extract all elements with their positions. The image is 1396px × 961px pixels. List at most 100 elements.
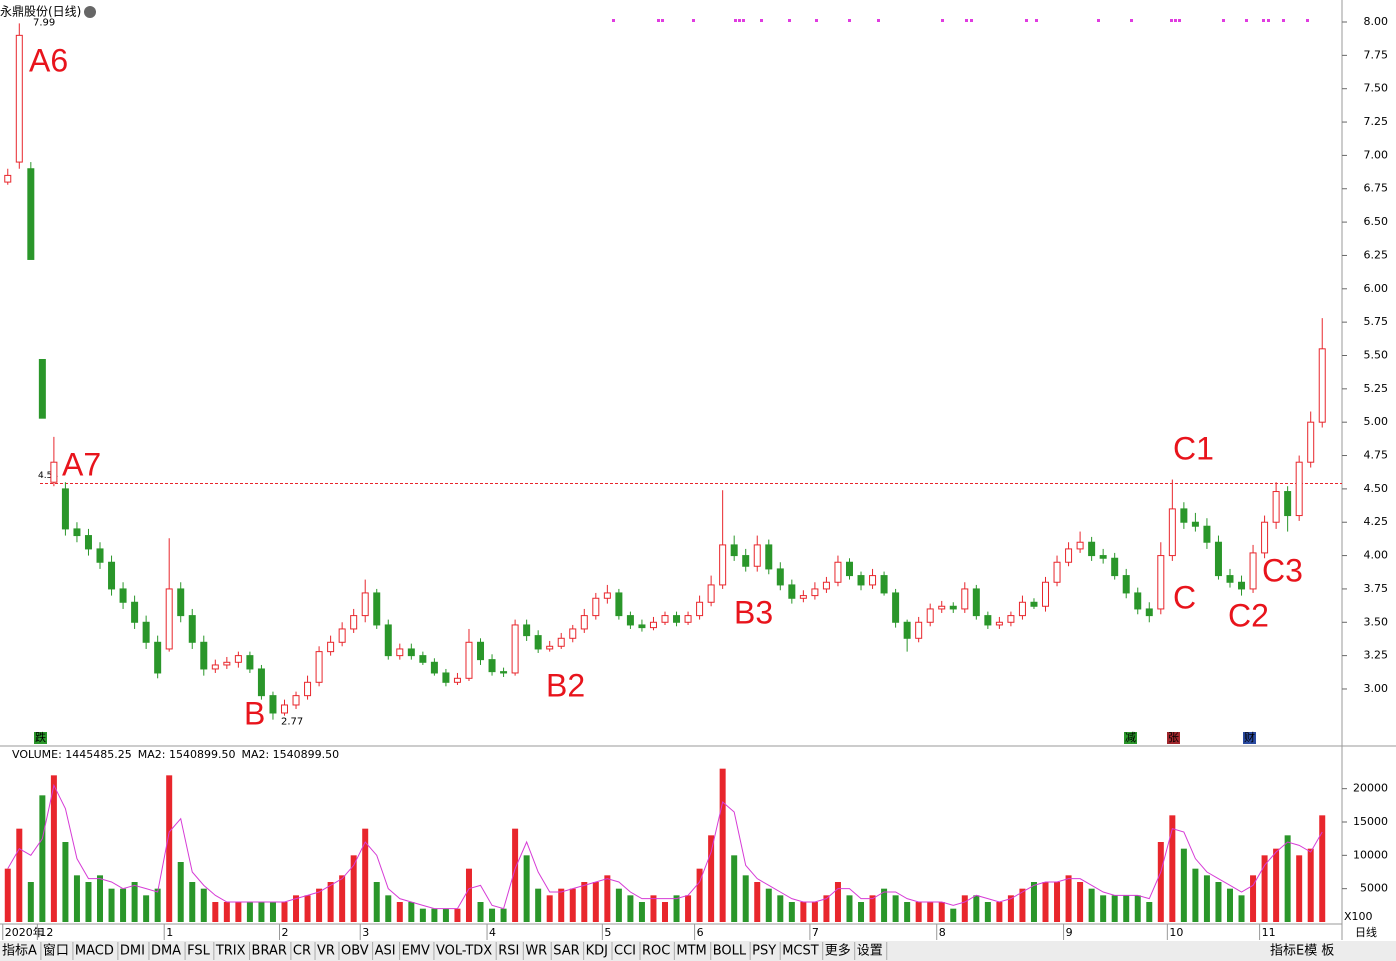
tab[interactable]: 指标A bbox=[2, 944, 37, 959]
tab[interactable]: OBV bbox=[341, 944, 369, 959]
candle-body bbox=[188, 615, 196, 643]
tab[interactable]: 指标E模 bbox=[1270, 944, 1317, 959]
volume-bar bbox=[800, 902, 807, 922]
candle-body bbox=[361, 592, 369, 617]
event-icon[interactable]: 张 bbox=[1168, 731, 1179, 744]
annotation: C3 bbox=[1262, 552, 1303, 588]
candle-body bbox=[1307, 421, 1315, 463]
candle-body bbox=[350, 615, 358, 630]
candle-body bbox=[119, 588, 127, 603]
candle-body bbox=[1122, 575, 1130, 594]
volume-bar bbox=[650, 895, 657, 922]
legend-entry: MA2: 1540899.50 bbox=[241, 748, 339, 761]
y-tick-label: 8.00 bbox=[1364, 15, 1389, 28]
volume-bar bbox=[1111, 895, 1118, 922]
tab[interactable]: KDJ bbox=[586, 944, 608, 959]
tab[interactable]: BOLL bbox=[713, 944, 747, 959]
candle-body bbox=[915, 621, 923, 639]
tab[interactable]: CCI bbox=[614, 944, 636, 959]
candle-body bbox=[638, 624, 646, 629]
volume-bar bbox=[673, 895, 680, 922]
candle-body bbox=[903, 621, 911, 639]
tab[interactable]: VR bbox=[317, 944, 335, 959]
event-icon[interactable]: 减 bbox=[1125, 731, 1136, 744]
volume-bar bbox=[788, 902, 795, 922]
candle-body bbox=[1214, 541, 1222, 577]
tab[interactable]: DMI bbox=[120, 944, 145, 959]
y-tick-label: 3.50 bbox=[1364, 615, 1389, 628]
candle-body bbox=[580, 615, 588, 630]
volume-bar bbox=[1319, 815, 1326, 922]
volume-bar bbox=[1273, 848, 1280, 922]
y-tick-label: 20000 bbox=[1353, 782, 1388, 795]
tab[interactable]: MCST bbox=[782, 944, 819, 959]
x-tick-label: 7 bbox=[812, 926, 819, 939]
event-icon[interactable]: 跌 bbox=[35, 730, 46, 744]
tab[interactable]: SAR bbox=[553, 944, 579, 959]
volume-bar bbox=[235, 902, 242, 922]
tab[interactable]: 设置 bbox=[857, 944, 883, 959]
volume-bar bbox=[696, 868, 703, 922]
candle-body bbox=[396, 648, 404, 657]
volume-bar bbox=[396, 902, 403, 922]
candle-body bbox=[742, 555, 750, 567]
volume-bar bbox=[269, 902, 276, 922]
tab[interactable]: BRAR bbox=[252, 944, 287, 959]
candle-body bbox=[1168, 508, 1176, 557]
tab[interactable]: MACD bbox=[75, 944, 114, 959]
volume-bar bbox=[143, 895, 150, 922]
candle-body bbox=[1180, 508, 1188, 523]
signal-dot bbox=[1178, 19, 1181, 22]
tab[interactable]: FSL bbox=[187, 944, 211, 959]
tab[interactable]: 窗口 bbox=[43, 943, 69, 959]
candle-body bbox=[799, 595, 807, 599]
event-icon-bg bbox=[1124, 732, 1137, 744]
annotation: B bbox=[244, 695, 265, 731]
signal-dot bbox=[877, 19, 880, 22]
volume-bar bbox=[1100, 895, 1107, 922]
volume-bar bbox=[1134, 895, 1141, 922]
volume-bar bbox=[108, 888, 115, 922]
tab[interactable]: MTM bbox=[676, 944, 706, 959]
y-tick-label: 7.00 bbox=[1364, 148, 1389, 161]
tab[interactable]: ASI bbox=[375, 944, 396, 959]
y-tick-label: 5.25 bbox=[1364, 382, 1389, 395]
tab[interactable]: WR bbox=[525, 944, 547, 959]
tab[interactable]: RSI bbox=[498, 944, 519, 959]
volume-bar bbox=[742, 875, 749, 922]
event-icon[interactable]: 财 bbox=[1244, 730, 1255, 744]
volume-bar bbox=[4, 868, 11, 922]
candle-body bbox=[1042, 581, 1050, 607]
candle-body bbox=[1030, 601, 1038, 607]
tab[interactable]: EMV bbox=[402, 944, 430, 959]
candle-body bbox=[1249, 552, 1257, 590]
title-menu[interactable] bbox=[84, 6, 96, 18]
candle-body bbox=[822, 581, 830, 590]
tab[interactable]: CR bbox=[293, 944, 311, 959]
candle-body bbox=[1088, 541, 1096, 557]
tab[interactable]: ROC bbox=[642, 944, 670, 959]
y-tick-label: 15000 bbox=[1353, 815, 1388, 828]
tab[interactable]: PSY bbox=[752, 944, 776, 959]
candle-body bbox=[1318, 348, 1326, 423]
volume-bar bbox=[1296, 855, 1303, 922]
candle-body bbox=[534, 635, 542, 650]
volume-bar bbox=[1180, 848, 1187, 922]
volume-bar bbox=[166, 775, 173, 922]
candle-body bbox=[84, 535, 92, 550]
candle-body bbox=[857, 575, 865, 586]
tab[interactable]: 更多 bbox=[825, 943, 851, 959]
tab[interactable]: TRIX bbox=[215, 944, 246, 959]
candle-body bbox=[1065, 548, 1073, 563]
candle-body bbox=[1145, 608, 1153, 617]
tab[interactable]: VOL-TDX bbox=[436, 944, 492, 959]
volume-bar bbox=[1077, 882, 1084, 922]
chart-title: 永鼎股份(日线) bbox=[0, 5, 81, 19]
tab[interactable]: 板 bbox=[1321, 944, 1334, 959]
tab[interactable]: DMA bbox=[151, 944, 181, 959]
volume-bar bbox=[246, 902, 253, 922]
candle-body bbox=[592, 597, 600, 617]
candle-body bbox=[61, 488, 69, 530]
